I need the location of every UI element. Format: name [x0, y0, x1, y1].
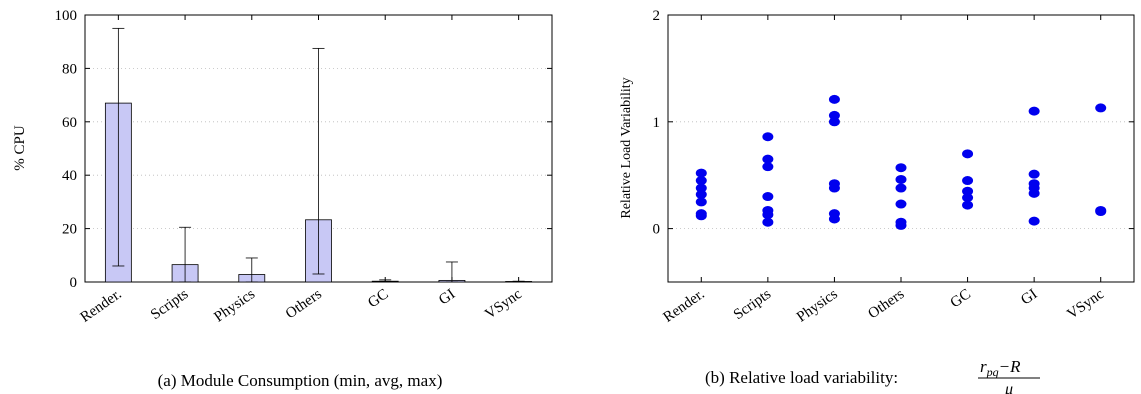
chart-b-point: [962, 149, 974, 159]
chart-b-y-ticks: 0 1 2: [653, 8, 1134, 238]
chart-b-point: [895, 199, 907, 209]
formula-numerator: rpq−R: [980, 357, 1021, 379]
chart-b-point: [828, 214, 840, 224]
chart-b-y-tick-label: 0: [653, 222, 661, 238]
chart-b-x-tick-label: Others: [865, 286, 907, 322]
chart-b-caption-formula: rpq−R μ: [978, 357, 1040, 394]
chart-b-x-tick-label: GC: [948, 286, 974, 311]
chart-a-x-tick-label: VSync: [482, 286, 525, 323]
chart-b-point: [762, 162, 774, 172]
chart-b-y-tick-label: 2: [653, 8, 661, 24]
chart-b-point: [1095, 103, 1107, 113]
chart-b-point: [962, 186, 974, 196]
chart-b-x-tick-label: Scripts: [731, 286, 774, 323]
chart-b-point: [762, 132, 774, 142]
chart-b-point: [962, 200, 974, 210]
chart-b-y-tick-label: 1: [653, 115, 661, 131]
chart-b-point: [828, 117, 840, 127]
chart-b-point: [695, 189, 707, 199]
chart-b-point: [962, 193, 974, 203]
chart-a-x-tick-label: GC: [365, 286, 391, 311]
chart-a-x-tick-label: Physics: [211, 286, 258, 325]
chart-b-point: [895, 183, 907, 193]
chart-b-point: [828, 94, 840, 104]
chart-b-point: [828, 183, 840, 193]
chart-b-point: [762, 210, 774, 220]
chart-b-point: [1028, 188, 1040, 198]
chart-b-x-ticks: Render. Scripts Physics Others GC GI VSync: [661, 15, 1107, 326]
chart-b-point: [695, 176, 707, 186]
chart-a-error-bars: [112, 27, 525, 283]
chart-a-x-ticks: Render. Scripts Physics Others GC GI VSync: [78, 15, 525, 326]
chart-b-x-tick-label: Physics: [794, 286, 841, 325]
chart-b-point: [695, 168, 707, 178]
chart-a-y-tick-label: 20: [62, 222, 77, 238]
chart-b-point: [762, 217, 774, 227]
chart-a-x-tick-label: Scripts: [148, 286, 191, 323]
formula-denominator: μ: [1004, 381, 1013, 394]
chart-a: 0 20 40 60 80 100 Render. Scripts Physics Others…: [12, 8, 553, 390]
chart-a-y-tick-label: 80: [62, 61, 77, 77]
chart-a-y-tick-label: 60: [62, 115, 77, 131]
chart-a-y-tick-label: 100: [55, 8, 78, 24]
chart-a-y-axis-label: % CPU: [12, 125, 28, 171]
chart-b: 0 1 2 Render. Scripts Physics Others GC GI VSync…: [619, 8, 1135, 394]
chart-b-x-tick-label: GI: [1018, 286, 1040, 308]
chart-b-x-tick-label: VSync: [1064, 286, 1107, 323]
chart-b-y-axis-label: Relative Load Variability: [619, 77, 634, 218]
chart-b-x-tick-label: Render.: [661, 286, 708, 326]
chart-b-point: [762, 192, 774, 202]
chart-a-y-ticks: 0 20 40 60 80 100: [55, 8, 552, 291]
chart-b-point: [962, 176, 974, 186]
chart-a-caption: (a) Module Consumption (min, avg, max): [158, 371, 443, 390]
chart-b-point: [695, 183, 707, 193]
chart-b-caption: (b) Relative load variability: rpq−R μ: [705, 357, 1040, 394]
chart-b-point: [828, 110, 840, 120]
chart-b-point: [1095, 207, 1107, 217]
chart-b-point: [895, 220, 907, 230]
chart-a-x-tick-label: GI: [436, 286, 458, 308]
chart-a-x-tick-label: Others: [283, 286, 325, 322]
chart-b-point: [762, 154, 774, 164]
chart-a-x-tick-label: Render.: [78, 286, 125, 326]
chart-a-y-tick-label: 40: [62, 168, 77, 184]
chart-b-point: [895, 163, 907, 173]
chart-b-point: [695, 197, 707, 207]
chart-b-point: [895, 174, 907, 184]
chart-b-caption-prefix: (b) Relative load variability:: [705, 368, 898, 387]
chart-b-point: [1028, 106, 1040, 116]
chart-a-y-tick-label: 0: [70, 275, 78, 291]
chart-b-point: [1028, 169, 1040, 179]
chart-b-frame: [667, 14, 1135, 283]
chart-b-points: [695, 94, 1107, 230]
chart-b-point: [695, 211, 707, 221]
chart-b-point: [1028, 216, 1040, 226]
